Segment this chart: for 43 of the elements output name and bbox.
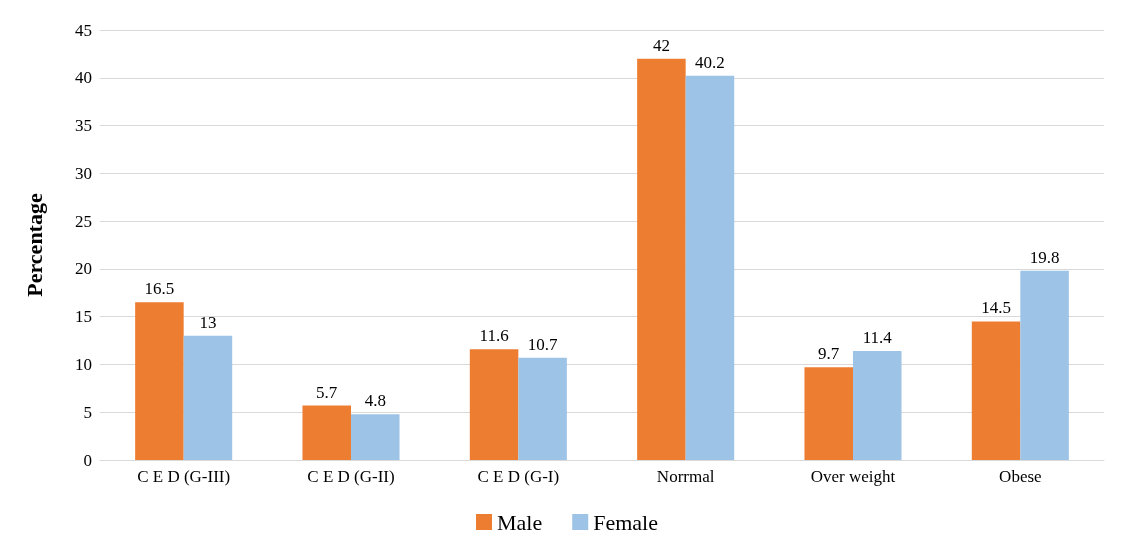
data-label: 4.8 <box>364 391 386 411</box>
bar <box>183 335 233 460</box>
bar <box>685 75 735 460</box>
data-label: 9.7 <box>818 344 840 364</box>
bar <box>351 414 400 460</box>
x-tick-label: C E D (G-II) <box>307 467 395 486</box>
y-tick-label: 30 <box>75 163 92 183</box>
data-label: 11.6 <box>479 326 509 346</box>
bar <box>469 349 519 460</box>
y-tick-label: 25 <box>75 211 92 231</box>
y-tick-label: 35 <box>75 116 92 136</box>
y-tick-label: 15 <box>75 307 92 327</box>
bar <box>135 302 184 460</box>
y-tick-label: 10 <box>75 354 92 374</box>
y-tick-label: 0 <box>83 450 92 470</box>
bar <box>518 357 567 460</box>
data-label: 19.8 <box>1029 247 1060 267</box>
bar <box>971 321 1021 460</box>
x-tick-label: Norrmal <box>656 467 715 486</box>
x-tick-label: Obese <box>999 467 1042 486</box>
y-axis-title: Percentage <box>21 193 47 297</box>
legend-label: Male <box>497 509 543 535</box>
legend-label: Female <box>593 509 658 535</box>
y-tick-label: 5 <box>83 402 92 422</box>
bar <box>853 351 902 460</box>
data-label: 14.5 <box>981 298 1011 318</box>
data-label: 40.2 <box>695 52 725 72</box>
data-label: 16.5 <box>144 279 175 299</box>
bar <box>302 405 351 460</box>
y-tick-label: 20 <box>75 259 92 279</box>
data-label: 13 <box>199 312 217 332</box>
data-label: 11.4 <box>862 328 893 348</box>
x-tick-label: C E D (G-I) <box>477 467 560 486</box>
bar <box>637 58 686 460</box>
y-tick-label: 40 <box>75 68 92 88</box>
x-tick-label: Over weight <box>810 467 896 486</box>
y-tick-label: 45 <box>75 20 92 40</box>
data-label: 10.7 <box>527 334 558 354</box>
x-tick-label: C E D (G-III) <box>137 467 231 486</box>
bar <box>804 367 853 460</box>
data-label: 5.7 <box>316 382 338 402</box>
bar <box>1020 270 1069 460</box>
data-label: 42 <box>652 35 670 55</box>
